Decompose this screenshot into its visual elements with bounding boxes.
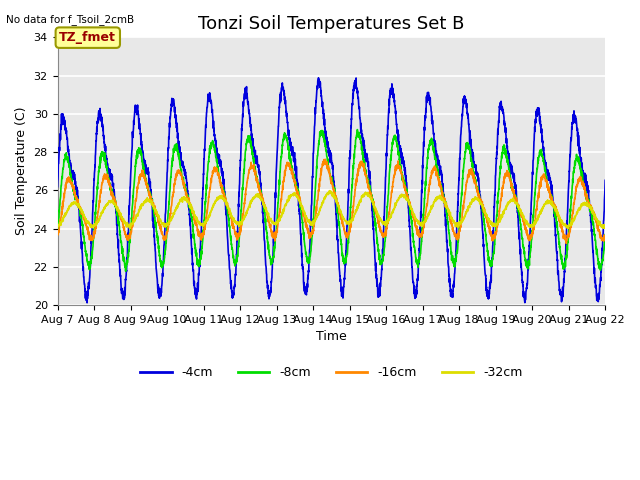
Text: TZ_fmet: TZ_fmet [60, 31, 116, 44]
X-axis label: Time: Time [316, 330, 347, 343]
Text: No data for f_Tsoil_2cmB: No data for f_Tsoil_2cmB [6, 14, 134, 25]
Title: Tonzi Soil Temperatures Set B: Tonzi Soil Temperatures Set B [198, 15, 465, 33]
Legend: -4cm, -8cm, -16cm, -32cm: -4cm, -8cm, -16cm, -32cm [136, 361, 527, 384]
Y-axis label: Soil Temperature (C): Soil Temperature (C) [15, 107, 28, 235]
